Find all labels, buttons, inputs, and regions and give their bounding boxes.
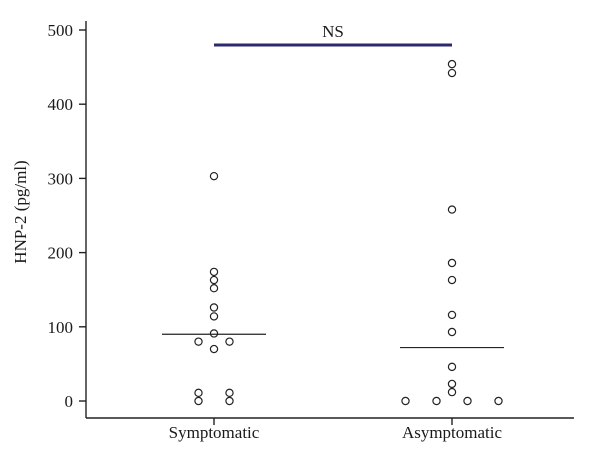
data-point — [209, 312, 219, 321]
y-tick-label: 300 — [48, 169, 74, 188]
y-tick-label: 500 — [48, 21, 74, 40]
data-point — [447, 205, 457, 214]
data-point — [209, 275, 219, 285]
y-tick-label: 0 — [65, 392, 74, 411]
y-axis-label: HNP-2 (pg/ml) — [11, 160, 30, 263]
data-point — [225, 337, 234, 346]
data-point — [447, 275, 457, 285]
significance-label: NS — [322, 22, 344, 41]
y-ticks: 0 100 200 300 400 500 — [48, 21, 86, 411]
data-point — [194, 388, 203, 398]
data-point — [209, 329, 219, 338]
data-point — [194, 337, 203, 346]
x-category-label: Asymptomatic — [402, 423, 503, 442]
data-point — [494, 396, 503, 406]
x-axis: Symptomatic Asymptomatic — [86, 417, 574, 442]
y-tick-label: 400 — [48, 95, 74, 114]
data-point — [432, 396, 441, 406]
data-point — [209, 267, 219, 277]
data-point — [447, 379, 457, 389]
data-point — [447, 59, 457, 69]
data-point — [209, 344, 219, 354]
data-point — [209, 171, 219, 181]
y-axis: 0 100 200 300 400 500 — [48, 21, 87, 418]
x-category-label: Symptomatic — [169, 423, 260, 442]
data-point — [463, 396, 472, 406]
data-point — [447, 387, 457, 397]
data-point — [447, 68, 457, 78]
y-tick-label: 200 — [48, 244, 74, 263]
data-point — [447, 327, 457, 337]
y-tick-label: 100 — [48, 318, 74, 337]
data-point — [194, 396, 203, 406]
x-ticks: Symptomatic Asymptomatic — [169, 418, 503, 442]
data-point — [447, 362, 457, 372]
data-marks — [162, 59, 504, 406]
data-point — [447, 258, 457, 268]
significance-annotation: NS — [214, 22, 452, 47]
data-point — [209, 303, 219, 312]
data-point — [225, 396, 234, 406]
data-point — [225, 388, 234, 398]
data-point — [401, 396, 410, 406]
data-point — [447, 310, 457, 320]
data-point — [209, 284, 219, 293]
